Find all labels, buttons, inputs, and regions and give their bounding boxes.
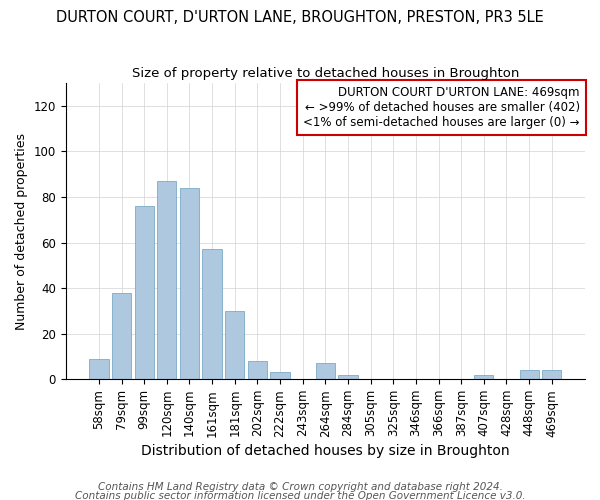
Bar [112, 292, 131, 379]
Bar [89, 358, 109, 379]
Bar [542, 370, 562, 379]
Bar [225, 311, 244, 379]
Bar [134, 206, 154, 379]
Text: DURTON COURT, D'URTON LANE, BROUGHTON, PRESTON, PR3 5LE: DURTON COURT, D'URTON LANE, BROUGHTON, P… [56, 10, 544, 25]
Text: Contains public sector information licensed under the Open Government Licence v3: Contains public sector information licen… [74, 491, 526, 500]
Bar [202, 250, 222, 379]
Y-axis label: Number of detached properties: Number of detached properties [15, 132, 28, 330]
Bar [157, 181, 176, 379]
Bar [474, 374, 493, 379]
Text: Contains HM Land Registry data © Crown copyright and database right 2024.: Contains HM Land Registry data © Crown c… [98, 482, 502, 492]
X-axis label: Distribution of detached houses by size in Broughton: Distribution of detached houses by size … [141, 444, 509, 458]
Bar [180, 188, 199, 379]
Bar [316, 364, 335, 379]
Bar [271, 372, 290, 379]
Bar [248, 361, 267, 379]
Text: DURTON COURT D'URTON LANE: 469sqm
← >99% of detached houses are smaller (402)
<1: DURTON COURT D'URTON LANE: 469sqm ← >99%… [304, 86, 580, 129]
Title: Size of property relative to detached houses in Broughton: Size of property relative to detached ho… [131, 68, 519, 80]
Bar [338, 374, 358, 379]
Bar [520, 370, 539, 379]
